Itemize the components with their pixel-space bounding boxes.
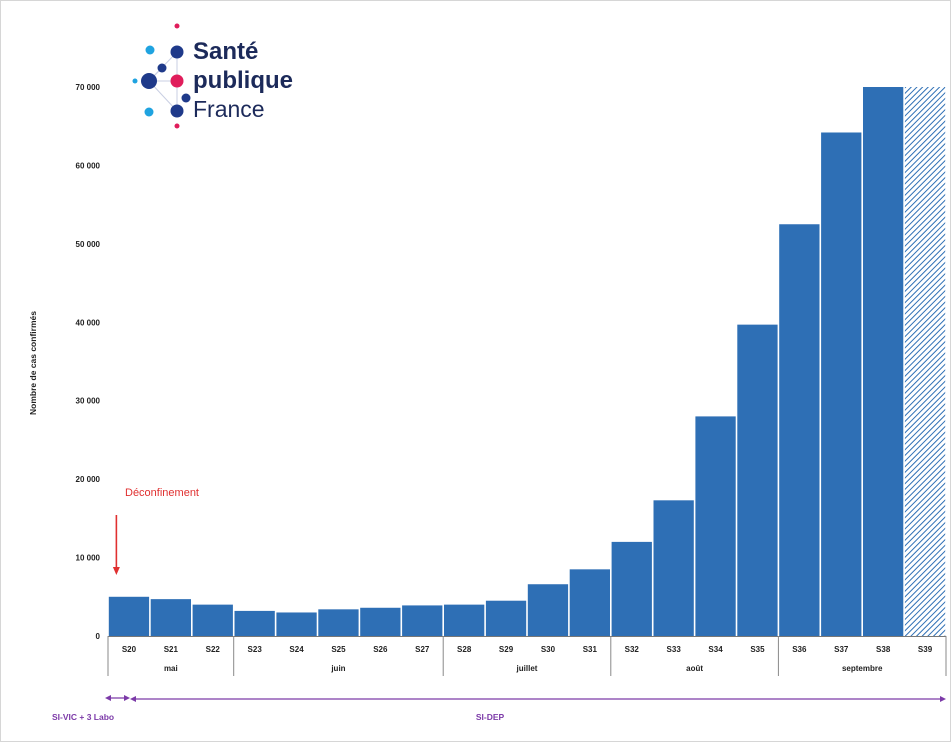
y-tick-label: 70 000 <box>76 83 101 92</box>
category-label: S33 <box>667 645 682 654</box>
bar <box>779 224 820 636</box>
bar <box>904 87 946 636</box>
source-label: SI-DEP <box>476 712 505 722</box>
logo-dot <box>174 23 180 29</box>
category-label: S26 <box>373 645 388 654</box>
bar <box>192 604 233 636</box>
month-label: août <box>686 664 703 673</box>
category-label: S29 <box>499 645 514 654</box>
logo-dot <box>145 45 155 55</box>
month-label: mai <box>164 664 178 673</box>
y-axis-label: Nombre de cas confirmés <box>28 311 38 415</box>
bar <box>360 607 401 636</box>
month-label: juillet <box>516 664 538 673</box>
logo-line3: France <box>193 96 265 122</box>
source-range-sidep-arrow-left <box>130 696 136 702</box>
y-tick-label: 0 <box>96 632 101 641</box>
logo-dot <box>157 63 167 73</box>
category-label: S21 <box>164 645 179 654</box>
category-label: S37 <box>834 645 849 654</box>
category-label: S38 <box>876 645 891 654</box>
category-label: S32 <box>625 645 640 654</box>
logo-molecule-icon <box>132 23 191 129</box>
bar <box>234 610 275 636</box>
y-tick-label: 50 000 <box>76 240 101 249</box>
category-label: S31 <box>583 645 598 654</box>
logo-dot <box>132 78 138 84</box>
category-label: S23 <box>248 645 263 654</box>
logo-dot <box>170 104 184 118</box>
bar <box>318 609 359 636</box>
bar <box>737 324 778 636</box>
annotation-label: Déconfinement <box>125 487 199 499</box>
bar <box>402 605 443 636</box>
logo-line2: publique <box>193 67 293 94</box>
bars <box>108 87 946 636</box>
bar <box>444 604 485 636</box>
bar <box>611 541 652 636</box>
bar <box>569 569 610 636</box>
category-label: S36 <box>792 645 807 654</box>
logo-dot <box>170 74 184 88</box>
category-label: S22 <box>206 645 221 654</box>
bar <box>863 87 904 636</box>
category-label: S27 <box>415 645 430 654</box>
y-tick-label: 40 000 <box>76 318 101 327</box>
month-label: septembre <box>842 664 883 673</box>
category-label: S34 <box>708 645 723 654</box>
source-range-sidep-arrow-right <box>940 696 946 702</box>
logo-dot <box>181 93 191 103</box>
x-axis: S20 S21 S22 S23 S24 S25 S26 S27 S28 S29 S30 S31 S32 S… <box>107 636 947 676</box>
annotation: Déconfinement <box>112 487 199 575</box>
bar <box>695 416 736 636</box>
y-tick-label: 60 000 <box>76 161 101 170</box>
category-label: S30 <box>541 645 556 654</box>
bar <box>653 500 694 636</box>
bar <box>150 599 191 636</box>
category-label: S24 <box>289 645 304 654</box>
annotation-arrow-head <box>112 567 120 575</box>
source-range-sivic-arrow-left <box>105 695 111 701</box>
category-label: S28 <box>457 645 472 654</box>
category-label: S20 <box>122 645 137 654</box>
logo: Santé publique France <box>132 23 293 129</box>
logo-dot <box>170 45 184 59</box>
bar <box>108 596 150 636</box>
logo-dot <box>141 73 157 89</box>
data-sources: SI-VIC + 3 Labo SI-DEP <box>52 695 946 722</box>
category-label: S35 <box>750 645 765 654</box>
source-label: SI-VIC + 3 Labo <box>52 712 114 722</box>
month-label: juin <box>330 664 345 673</box>
bar <box>821 132 862 636</box>
bar <box>485 600 527 636</box>
y-axis-ticks: 0 10 000 20 000 30 000 40 000 50 000 60 000 70 … <box>76 83 101 641</box>
y-tick-label: 20 000 <box>76 475 101 484</box>
logo-dot <box>144 107 154 117</box>
y-tick-label: 30 000 <box>76 397 101 406</box>
logo-dot <box>174 123 180 129</box>
category-label: S25 <box>331 645 346 654</box>
source-range-sivic-arrow-right <box>124 695 130 701</box>
y-tick-label: 10 000 <box>76 554 101 563</box>
bar <box>276 612 317 636</box>
bar <box>527 584 569 636</box>
logo-line1: Santé <box>193 38 258 65</box>
category-label: S39 <box>918 645 933 654</box>
